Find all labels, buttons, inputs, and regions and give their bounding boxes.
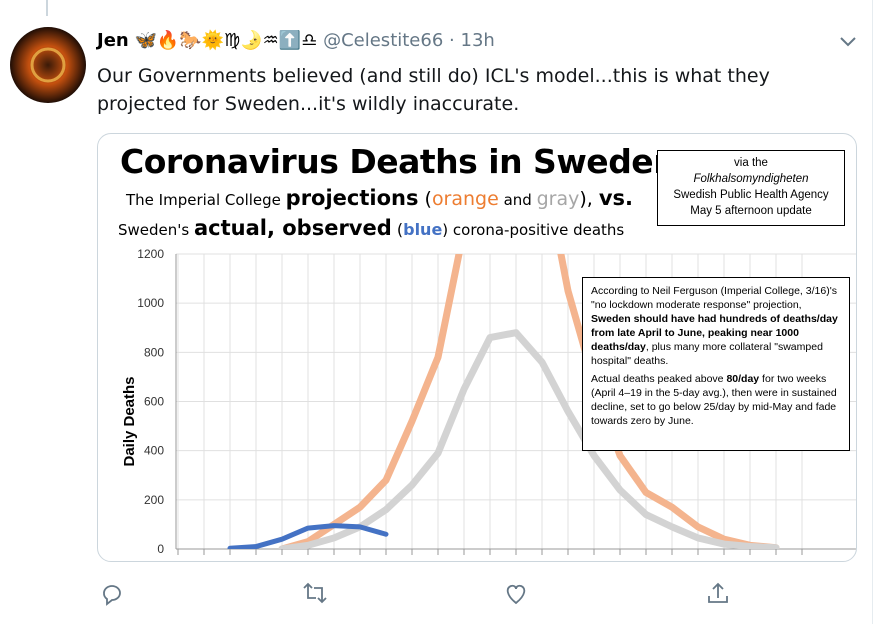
subtitle: The Imperial College projections (orange… xyxy=(126,186,633,210)
subtitle-part: ), xyxy=(579,188,599,210)
annotation-text: for two weeks (April 4–19 in the 5-day a… xyxy=(591,373,837,427)
y-tick-label: 0 xyxy=(157,542,164,556)
subtitle-part: Sweden's xyxy=(118,221,194,239)
more-menu[interactable] xyxy=(838,34,858,50)
subtitle: Sweden's actual, observed (blue) corona-… xyxy=(118,216,624,240)
subtitle-part: ) corona-positive deaths xyxy=(442,221,625,239)
user-handle[interactable]: @Celestite66 xyxy=(323,30,444,51)
separator: · xyxy=(449,30,455,51)
annotation-text: Sweden should have had hundreds of death… xyxy=(591,313,838,353)
source-line: Folkhalsomyndigheten xyxy=(693,173,809,185)
retweet-button[interactable] xyxy=(303,582,327,604)
series-line xyxy=(278,254,780,549)
series-line xyxy=(278,329,780,549)
annotation-paragraph: According to Neil Ferguson (Imperial Col… xyxy=(591,284,841,368)
thread-line xyxy=(46,0,48,16)
subtitle-part: ( xyxy=(391,220,404,239)
series-line xyxy=(227,523,389,549)
action-bar xyxy=(103,582,728,606)
y-axis-label: Daily Deaths xyxy=(121,376,138,466)
subtitle-part: The Imperial College xyxy=(126,191,286,209)
annotation-text: , plus many more collateral "swamped hos… xyxy=(591,341,823,367)
y-tick-label: 1200 xyxy=(137,247,164,261)
source-line: Swedish Public Health Agency xyxy=(673,189,829,201)
tweet-header: Jen 🦋🔥🐎🌞♍🌛♒⬆️♎ @Celestite66 · 13h xyxy=(97,30,495,51)
tweet-text: Our Governments believed (and still do) … xyxy=(97,62,770,118)
user-name[interactable]: Jen xyxy=(97,30,129,51)
subtitle-part: orange xyxy=(431,188,499,210)
subtitle-part: gray xyxy=(536,188,580,210)
timestamp[interactable]: 13h xyxy=(460,30,495,51)
like-button[interactable] xyxy=(506,584,526,605)
subtitle-part: actual, observed xyxy=(193,216,392,240)
annotation-text: Actual deaths peaked above xyxy=(591,373,727,385)
y-tick-label: 800 xyxy=(144,345,164,359)
subtitle-part: vs. xyxy=(598,186,634,210)
tweet-line: projected for Sweden...it's wildly inacc… xyxy=(97,93,520,115)
source-line: May 5 afternoon update xyxy=(690,205,812,217)
share-button[interactable] xyxy=(708,582,728,603)
chart: 0 200 400 600 800 1000 1200 Daily Deaths xyxy=(121,247,856,556)
annotation-text: 80/day xyxy=(726,373,760,385)
annotation-box: According to Neil Ferguson (Imperial Col… xyxy=(582,277,850,451)
subtitle-part: blue xyxy=(403,220,443,239)
reply-button[interactable] xyxy=(103,585,121,606)
tweet-image[interactable]: 0 200 400 600 800 1000 1200 Daily Deaths Corona… xyxy=(97,133,857,562)
y-tick-label: 1000 xyxy=(137,296,164,310)
y-tick-label: 400 xyxy=(144,444,164,458)
subtitle-part: ( xyxy=(418,188,432,210)
chart-title: Coronavirus Deaths in Sweden xyxy=(120,142,677,181)
y-tick-label: 200 xyxy=(144,493,164,507)
source-line: via the xyxy=(734,157,768,169)
annotation-text: According to Neil Ferguson (Imperial Col… xyxy=(591,285,837,311)
name-emojis: 🦋🔥🐎🌞♍🌛♒⬆️♎ xyxy=(134,30,318,51)
subtitle-part: projections xyxy=(285,186,419,210)
border xyxy=(872,0,873,624)
tweet-line: Our Governments believed (and still do) … xyxy=(97,65,770,87)
avatar[interactable] xyxy=(8,25,88,105)
annotation-paragraph: Actual deaths peaked above 80/day for tw… xyxy=(591,372,841,428)
y-tick-label: 600 xyxy=(144,395,164,409)
source-box: via the Folkhalsomyndigheten Swedish Pub… xyxy=(657,150,845,226)
subtitle-part: and xyxy=(498,191,537,209)
